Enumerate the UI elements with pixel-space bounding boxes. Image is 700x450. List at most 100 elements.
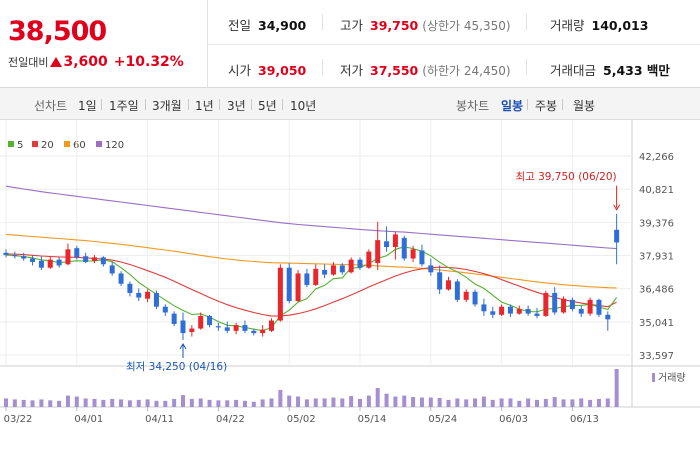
period-1y[interactable]: 1년 [195, 99, 214, 113]
volume-bar [83, 398, 88, 407]
volume-bar [145, 399, 150, 407]
volume-label: 거래량 [658, 372, 686, 384]
low-annotation: 최저 34,250 (04/16) [126, 361, 227, 373]
volume-legend-swatch [652, 373, 655, 382]
x-tick-label: 04/22 [216, 414, 245, 425]
candle-body [463, 291, 469, 300]
volume-bar [225, 400, 230, 407]
volume-bar [216, 400, 221, 407]
volume-bar [296, 396, 301, 407]
up-arrow-icon [50, 57, 63, 67]
candle-body [207, 315, 213, 326]
candle-body [145, 291, 151, 299]
candle-body [38, 260, 44, 268]
ma120-swatch [96, 141, 102, 147]
moving-average-lines [5, 185, 618, 332]
volume-bar [48, 400, 53, 407]
candle-body [543, 292, 549, 316]
volume-bar [508, 398, 513, 407]
candle-body [162, 306, 168, 313]
ma20-line [5, 253, 617, 317]
y-tick-label: 40,821 [639, 185, 674, 196]
volume-bar [65, 395, 70, 407]
candle-body [330, 265, 336, 275]
volume-bar [154, 400, 159, 407]
chart-toolbar: 선차트 1일 1주일 3개월 1년 3년 5년 10년 봉차트 일봉 주봉 월봉 [0, 88, 700, 120]
stat-separator [322, 14, 323, 30]
volume-bar [101, 399, 106, 407]
candle-body [295, 273, 301, 301]
candle-body [286, 267, 292, 301]
period-3y[interactable]: 3년 [227, 99, 246, 113]
candle-body [171, 313, 177, 324]
volume-bar [419, 397, 424, 407]
date-axis: 03/22 04/01 04/11 04/22 05/02 05/14 05/24 06/03… [4, 407, 599, 425]
x-tick-label: 03/22 [4, 414, 33, 425]
volume-bar [189, 398, 194, 407]
candle-body [401, 237, 407, 259]
candle-body [605, 314, 611, 320]
candle-body [507, 306, 513, 314]
legend-ma20: 20 [32, 140, 54, 151]
candle-body [277, 267, 283, 321]
candle-body [596, 299, 602, 315]
volume-bar [366, 395, 371, 407]
period-10y[interactable]: 10년 [290, 99, 317, 113]
candle-body [569, 299, 575, 310]
volume-bar [455, 398, 460, 407]
stat-trade-value: 거래대금 5,433 백만 [550, 63, 670, 78]
x-tick-label: 04/01 [74, 414, 103, 425]
candle-body [189, 328, 195, 332]
volume-bar [207, 399, 212, 407]
candle-body [136, 292, 142, 298]
volume-bar [490, 399, 495, 407]
y-tick-label: 36,486 [639, 285, 674, 296]
period-3m[interactable]: 3개월 [152, 99, 182, 113]
stat-separator [526, 59, 527, 75]
period-1w[interactable]: 1주일 [109, 99, 139, 113]
volume-bar [12, 399, 17, 407]
line-chart-label: 선차트 [34, 99, 68, 113]
volume-bar [331, 397, 336, 407]
candle-body [56, 259, 62, 266]
volume-bar [242, 400, 247, 407]
volume-bar [446, 399, 451, 407]
stat-open: 시가 39,050 [228, 63, 307, 78]
volume-bar [473, 398, 478, 407]
toolbar-separator [101, 99, 102, 110]
toolbar-separator [527, 99, 528, 110]
volume-bar [110, 398, 115, 407]
candle-body [339, 265, 345, 273]
ma60-swatch [64, 141, 70, 147]
toolbar-separator [282, 99, 283, 110]
candle-body [198, 315, 204, 329]
volume-bar [349, 396, 354, 407]
y-tick-label: 42,266 [639, 152, 674, 163]
candle-daily[interactable]: 일봉 [501, 99, 524, 113]
candle-weekly[interactable]: 주봉 [535, 99, 558, 113]
stat-volume: 거래량 140,013 [550, 18, 649, 33]
toolbar-separator [562, 99, 563, 110]
ma120-line [5, 185, 617, 250]
ma5-line [5, 246, 618, 332]
candle-body [251, 330, 257, 334]
stat-low: 저가 37,550 (하한가 24,450) [340, 63, 511, 78]
x-tick-label: 05/14 [358, 414, 387, 425]
candle-body [260, 329, 266, 334]
period-1d[interactable]: 1일 [78, 99, 97, 113]
y-tick-label: 35,041 [639, 318, 674, 329]
candle-body [224, 327, 230, 331]
candle-body [21, 256, 27, 259]
period-5y[interactable]: 5년 [258, 99, 277, 113]
candle-body [242, 325, 248, 331]
volume-bar [517, 400, 522, 407]
volume-bar [543, 398, 548, 407]
volume-bar [198, 398, 203, 407]
candle-monthly[interactable]: 월봉 [573, 99, 596, 113]
candle-body [65, 249, 71, 265]
candle-body [410, 249, 416, 259]
change-value: 3,600 [63, 54, 108, 70]
high-arrow-icon [613, 204, 621, 211]
x-tick-label: 06/03 [499, 414, 528, 425]
candle-body [499, 306, 505, 315]
